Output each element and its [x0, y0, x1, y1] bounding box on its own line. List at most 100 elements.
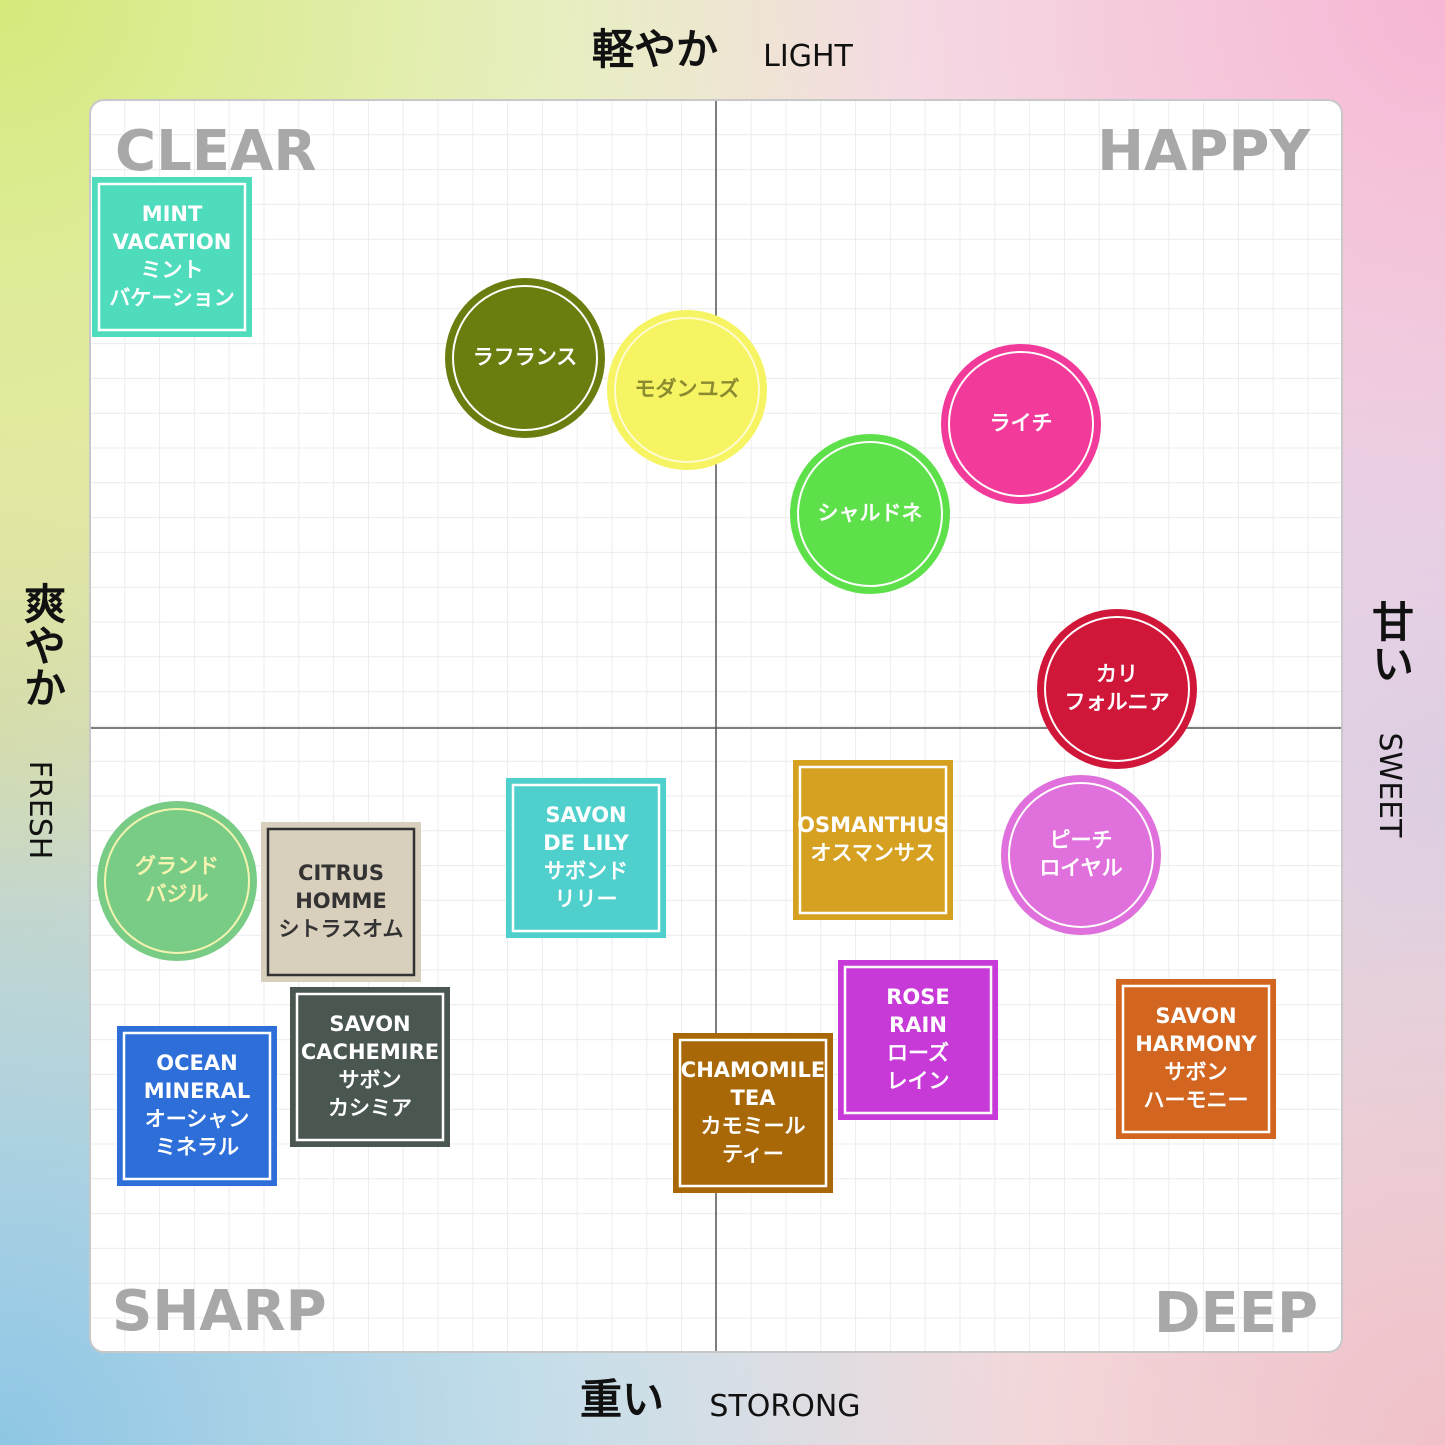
axis-left-ja: 爽やか: [18, 582, 67, 708]
item-label: VACATION: [113, 230, 232, 254]
item-label: レイン: [887, 1069, 950, 1093]
item-border: [104, 808, 250, 954]
item-label: SAVON: [1155, 1004, 1236, 1028]
item-label: RAIN: [889, 1013, 947, 1037]
item-label: HOMME: [295, 889, 387, 913]
item-border: [266, 827, 416, 977]
item: ライチ: [941, 344, 1101, 504]
item-label: CACHEMIRE: [301, 1040, 439, 1064]
item-label: CHAMOMILE: [681, 1058, 825, 1082]
quadrant-label: DEEP: [1154, 1281, 1318, 1346]
quadrant-label: HAPPY: [1097, 119, 1311, 184]
item-circle: [1001, 775, 1161, 935]
item-label: ミント: [141, 258, 204, 282]
item-label: CITRUS: [298, 861, 384, 885]
item-square: [1116, 979, 1276, 1139]
item-square: [673, 1033, 833, 1193]
item-border: [797, 441, 943, 587]
item-label: ハーモニー: [1144, 1088, 1249, 1112]
item-label: モダンユズ: [635, 377, 740, 401]
item-border: [614, 317, 760, 463]
item-circle: [607, 310, 767, 470]
item-circle: [445, 278, 605, 438]
item-label: ROSE: [886, 985, 950, 1009]
item-label: カモミール: [701, 1114, 806, 1138]
item-border: [1008, 782, 1154, 928]
item-border: [948, 351, 1094, 497]
item-border: [1044, 616, 1190, 762]
item-label: フォルニア: [1065, 690, 1170, 714]
item-label: シャルドネ: [818, 501, 923, 525]
item: モダンユズ: [607, 310, 767, 470]
quadrant-label: CLEAR: [115, 119, 317, 184]
item-label: OCEAN: [156, 1051, 237, 1075]
item-border: [798, 765, 948, 915]
item-border: [511, 783, 661, 933]
item-square: [290, 987, 450, 1147]
item-label: サボン: [1165, 1060, 1228, 1084]
item: OSMANTHUS オスマンサス: [793, 760, 953, 920]
item: CITRUS HOMME シトラスオム: [261, 822, 421, 982]
item-border: [452, 285, 598, 431]
item-label: ローズ: [887, 1041, 949, 1065]
axis-top-ja: 軽やか: [592, 25, 718, 74]
item-circle: [1037, 609, 1197, 769]
item-border: [122, 1031, 272, 1181]
item-square: [838, 960, 998, 1120]
item-circle: [790, 434, 950, 594]
item-label: MINT: [142, 202, 203, 226]
item-label: オスマンサス: [811, 841, 936, 865]
item-label: ミネラル: [155, 1135, 239, 1159]
item-square: [261, 822, 421, 982]
item-circle: [941, 344, 1101, 504]
item-square: [506, 778, 666, 938]
axis-bottom-en: STORONG: [709, 1389, 860, 1424]
item-label: シトラスオム: [279, 917, 404, 941]
item-square: [92, 177, 252, 337]
item: ラフランス: [445, 278, 605, 438]
item-label: MINERAL: [144, 1079, 250, 1103]
item-label: バケーション: [109, 286, 235, 310]
item-square: [117, 1026, 277, 1186]
item-border: [295, 992, 445, 1142]
axis-left-en: FRESH: [22, 761, 57, 860]
item-border: [1121, 984, 1271, 1134]
item-label: OSMANTHUS: [797, 813, 949, 837]
axis-top-en: LIGHT: [763, 39, 853, 74]
item-label: ピーチ: [1050, 828, 1113, 852]
item-label: ライチ: [990, 411, 1053, 435]
item-label: カリ: [1096, 662, 1138, 686]
item-border: [678, 1038, 828, 1188]
quadrant-label: SHARP: [112, 1279, 327, 1344]
item-label: リリー: [555, 887, 618, 911]
item-label: ラフランス: [473, 345, 578, 369]
item-border: [843, 965, 993, 1115]
item-label: グランド: [135, 854, 219, 878]
item-label: オーシャン: [145, 1107, 250, 1131]
item-label: サボン: [339, 1068, 402, 1092]
item: シャルドネ: [790, 434, 950, 594]
item-label: カシミア: [328, 1096, 412, 1120]
axis-bottom-ja: 重い: [580, 1375, 664, 1424]
item-circle: [97, 801, 257, 961]
item-label: ロイヤル: [1039, 856, 1122, 880]
axis-right-en: SWEET: [1372, 733, 1407, 839]
item-label: SAVON: [329, 1012, 410, 1036]
axis-right-ja: 甘い: [1366, 600, 1415, 684]
item-label: SAVON: [545, 803, 626, 827]
item-label: DE LILY: [543, 831, 629, 855]
item-label: サボンド: [544, 859, 628, 883]
item-label: TEA: [731, 1086, 777, 1110]
item-label: ティー: [722, 1142, 784, 1166]
item-square: [793, 760, 953, 920]
